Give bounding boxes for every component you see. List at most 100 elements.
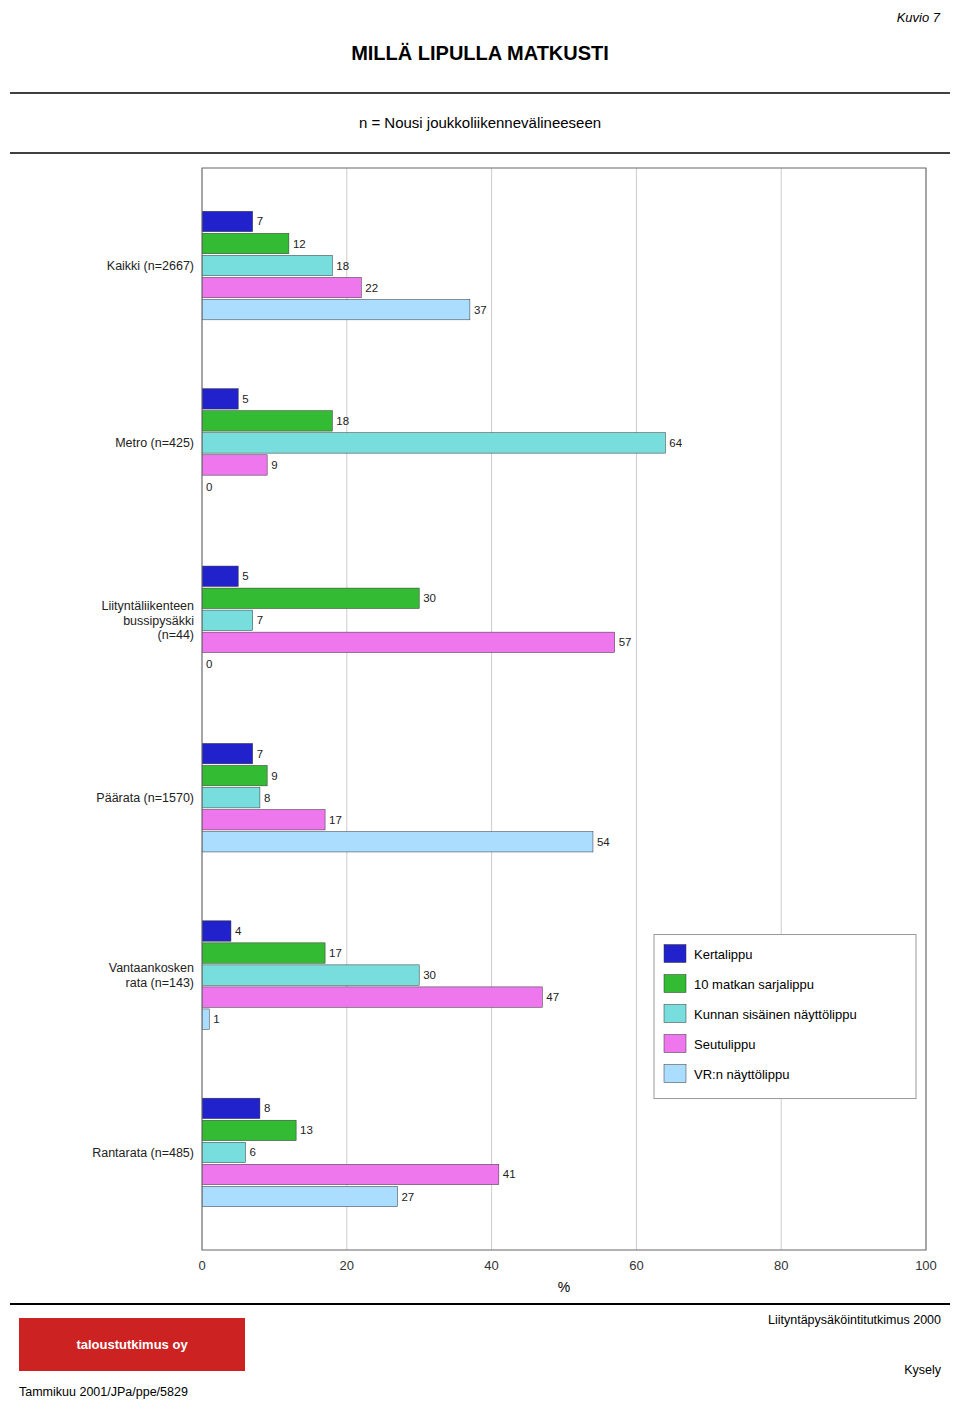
bar (202, 299, 470, 319)
bar (202, 921, 231, 941)
bars (202, 211, 665, 1206)
category-label-line: Rantarata (n=485) (92, 1146, 194, 1160)
bar (202, 277, 361, 297)
title: MILLÄ LIPULLA MATKUSTI (351, 42, 609, 64)
bar (202, 765, 267, 785)
category-label: Metro (n=425) (115, 436, 194, 450)
tick-label: 40 (484, 1258, 498, 1273)
bar (202, 389, 238, 409)
bar (202, 632, 615, 652)
data-label: 7 (257, 614, 263, 626)
bar (202, 1120, 296, 1140)
legend-label: 10 matkan sarjalippu (694, 977, 814, 992)
category-label: Vantaankoskenrata (n=143) (109, 961, 194, 989)
bar (202, 411, 332, 431)
legend-swatch (664, 975, 686, 993)
data-label: 0 (206, 481, 212, 493)
data-label: 17 (329, 814, 342, 826)
bar (202, 1098, 260, 1118)
data-label: 4 (235, 925, 242, 937)
logo-text: taloustutkimus oy (76, 1337, 188, 1352)
data-label: 5 (242, 570, 248, 582)
category-label-line: Metro (n=425) (115, 436, 194, 450)
tick-label: 80 (774, 1258, 788, 1273)
legend-frame (654, 935, 916, 1099)
data-label: 41 (503, 1168, 516, 1180)
bar (202, 610, 253, 630)
footer-text: Tammikuu 2001/JPa/ppe/5829 (19, 1385, 188, 1399)
legend-label: VR:n näyttölippu (694, 1067, 789, 1082)
data-label: 7 (257, 215, 263, 227)
category-label-line: Päärata (n=1570) (96, 791, 194, 805)
axis-label: % (558, 1279, 570, 1295)
data-label: 54 (597, 836, 610, 848)
subtitle: n = Nousi joukkoliikennevälineeseen (359, 114, 601, 131)
data-label: 17 (329, 947, 342, 959)
data-label: 7 (257, 748, 263, 760)
bar (202, 1186, 397, 1206)
tick-label: 0 (198, 1258, 205, 1273)
category-label-line: (n=44) (158, 628, 194, 642)
data-label: 18 (336, 415, 349, 427)
category-label-line: bussipysäkki (123, 614, 194, 628)
data-label: 9 (271, 770, 277, 782)
category-label-line: rata (n=143) (126, 976, 194, 990)
legend-swatch (664, 1035, 686, 1053)
bar (202, 455, 267, 475)
data-label: 5 (242, 393, 248, 405)
tick-label: 100 (915, 1258, 937, 1273)
separator (10, 1303, 950, 1305)
separator (10, 152, 950, 154)
bar (202, 743, 253, 763)
grid-line (491, 168, 492, 1250)
data-label: 12 (293, 238, 306, 250)
category-label-line: Kaikki (n=2667) (107, 259, 194, 273)
legend-swatch (664, 1065, 686, 1083)
bar (202, 943, 325, 963)
data-label: 27 (401, 1191, 414, 1203)
bar (202, 832, 593, 852)
data-labels: 7121822375186490530757079817544173047181… (206, 215, 683, 1202)
legend-swatch (664, 1005, 686, 1023)
data-label: 9 (271, 459, 277, 471)
footer-text: Kysely (904, 1363, 942, 1377)
data-label: 1 (213, 1013, 219, 1025)
data-label: 6 (249, 1146, 255, 1158)
category-label: Liityntäliikenteenbussipysäkki(n=44) (102, 599, 194, 642)
bar (202, 211, 253, 231)
tick-label: 60 (629, 1258, 643, 1273)
bar (202, 588, 419, 608)
bar (202, 233, 289, 253)
data-label: 47 (546, 991, 559, 1003)
bar (202, 433, 665, 453)
data-label: 8 (264, 1102, 270, 1114)
data-label: 64 (669, 437, 682, 449)
legend-label: Kertalippu (694, 947, 753, 962)
bar (202, 1142, 245, 1162)
category-label: Kaikki (n=2667) (107, 259, 194, 273)
data-label: 13 (300, 1124, 313, 1136)
legend-label: Kunnan sisäinen näyttölippu (694, 1007, 857, 1022)
data-label: 0 (206, 658, 212, 670)
data-label: 37 (474, 304, 487, 316)
separator (10, 92, 950, 94)
category-label: Päärata (n=1570) (96, 791, 194, 805)
category-label-line: Liityntäliikenteen (102, 599, 194, 613)
data-label: 30 (423, 592, 436, 604)
logo-box (19, 1318, 245, 1371)
bar (202, 566, 238, 586)
bar (202, 987, 542, 1007)
legend-swatch (664, 945, 686, 963)
legend-label: Seutulippu (694, 1037, 755, 1052)
bar (202, 787, 260, 807)
bar (202, 1009, 209, 1029)
data-label: 18 (336, 260, 349, 272)
grid (202, 168, 926, 1250)
data-label: 8 (264, 792, 270, 804)
tick-label: 20 (340, 1258, 354, 1273)
data-label: 30 (423, 969, 436, 981)
bar (202, 810, 325, 830)
grid-line (636, 168, 637, 1250)
grid-line (346, 168, 347, 1250)
bar (202, 255, 332, 275)
